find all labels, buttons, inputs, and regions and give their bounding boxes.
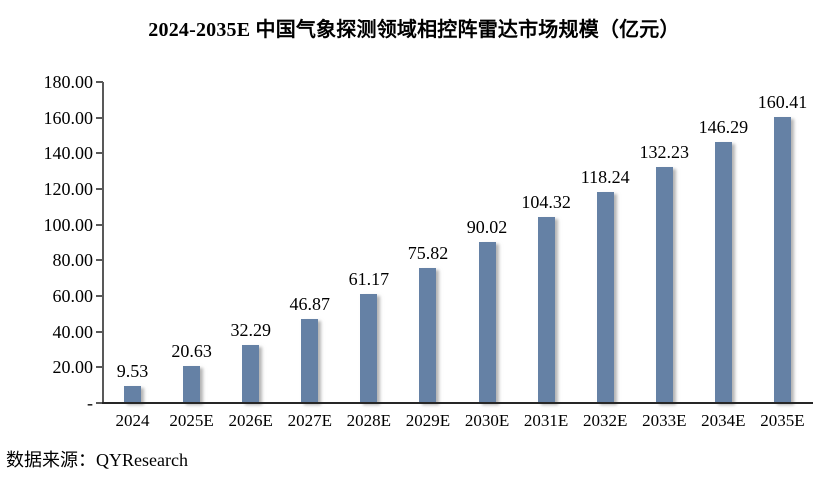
y-axis-tick-mark	[96, 295, 103, 297]
x-axis-tick-label: 2034E	[701, 411, 746, 430]
bar	[537, 216, 555, 403]
bar-value-label: 146.29	[698, 117, 749, 138]
y-axis-line	[102, 82, 104, 403]
bar	[714, 142, 732, 403]
x-axis-tick-label: 2031E	[523, 411, 569, 430]
bar	[242, 345, 260, 403]
bar-value-label: 61.17	[348, 268, 390, 289]
bar	[773, 116, 791, 403]
bar-value-label: 20.63	[171, 341, 212, 362]
y-axis-tick-label: 120.00	[43, 179, 94, 199]
bar	[124, 386, 142, 403]
x-axis-tick-label: 2025E	[169, 411, 214, 430]
bar	[596, 192, 614, 403]
y-axis-tick-mark	[96, 366, 103, 369]
y-axis-tick-mark	[96, 81, 103, 83]
y-axis-tick-label: 20.00	[52, 357, 94, 378]
y-axis-tick-mark	[96, 330, 103, 333]
bar	[360, 293, 378, 403]
plot-area: 180.00 160.00 140.00 120.00 100.00 80.00 60.00…	[44, 73, 813, 430]
y-axis-tick-mark	[96, 152, 103, 155]
y-axis-tick-label: 180.00	[43, 72, 94, 92]
y-axis-tick-mark	[96, 188, 103, 190]
y-axis-tick-label: 80.00	[52, 250, 94, 271]
x-axis-tick-label: 2032E	[583, 411, 628, 430]
bar-value-label: 46.87	[289, 294, 331, 315]
bar-value-label: 160.41	[757, 91, 808, 112]
bar	[301, 319, 319, 403]
y-axis-tick-label: 140.00	[43, 143, 94, 164]
x-axis-tick-label: 2029E	[405, 411, 451, 430]
y-axis-tick-mark	[96, 402, 103, 404]
bar	[478, 242, 496, 403]
x-axis-tick-label: 2024	[115, 411, 150, 430]
bar	[183, 366, 201, 403]
bar-value-label: 32.29	[230, 320, 271, 341]
x-axis-tick-label: 2033E	[642, 411, 687, 430]
x-axis-tick-label: 2027E	[287, 411, 332, 430]
bar-value-label: 9.53	[116, 361, 149, 382]
bar	[655, 167, 673, 403]
bar-value-label: 75.82	[407, 242, 449, 263]
bar-value-label: 118.24	[580, 167, 630, 188]
y-axis-tick-label: 40.00	[52, 321, 94, 342]
y-axis-tick-mark	[96, 116, 103, 119]
bar	[419, 267, 437, 403]
data-source: 数据来源：QYResearch	[6, 450, 188, 470]
bar-value-label: 104.32	[521, 191, 571, 212]
y-axis-tick-label: 100.00	[43, 214, 94, 235]
x-axis-line	[102, 402, 813, 404]
x-axis-tick-label: 2035E	[760, 411, 805, 430]
x-axis-tick-label: 2028E	[346, 411, 392, 430]
bar-value-label: 90.02	[466, 217, 508, 238]
bar-value-label: 132.23	[639, 142, 690, 163]
x-axis-tick-label: 2026E	[228, 411, 273, 430]
y-axis-tick-mark	[96, 259, 103, 262]
y-axis-tick-label: -	[87, 393, 93, 413]
chart-title: 2024-2035E 中国气象探测领域相控阵雷达市场规模（亿元）	[148, 19, 680, 41]
y-axis-tick-label: 160.00	[43, 107, 94, 128]
y-axis-tick-mark	[96, 223, 103, 226]
x-axis-tick-label: 2030E	[464, 411, 510, 430]
y-axis-tick-label: 60.00	[52, 286, 94, 306]
